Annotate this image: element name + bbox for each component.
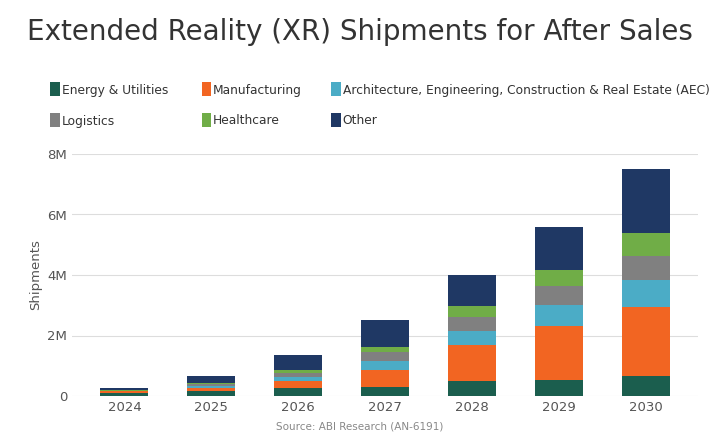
Bar — [535, 305, 583, 326]
Text: Source: ABI Research (AN-6191): Source: ABI Research (AN-6191) — [276, 421, 444, 431]
Bar — [187, 388, 235, 392]
Bar — [274, 377, 322, 381]
Bar — [361, 352, 409, 361]
Text: Extended Reality (XR) Shipments for After Sales: Extended Reality (XR) Shipments for Afte… — [27, 18, 693, 46]
Bar — [361, 361, 409, 370]
Bar — [101, 392, 148, 393]
Bar — [101, 388, 148, 390]
Bar — [101, 393, 148, 396]
Bar — [622, 307, 670, 376]
Bar — [449, 381, 496, 396]
Text: Architecture, Engineering, Construction & Real Estate (AEC): Architecture, Engineering, Construction … — [343, 84, 710, 97]
Bar — [187, 384, 235, 386]
Bar — [622, 376, 670, 396]
Text: Healthcare: Healthcare — [213, 114, 280, 128]
Text: Manufacturing: Manufacturing — [213, 84, 302, 97]
Bar — [361, 370, 409, 387]
Bar — [449, 331, 496, 345]
Bar — [535, 380, 583, 396]
Bar — [274, 373, 322, 377]
Bar — [535, 270, 583, 286]
Bar — [361, 320, 409, 347]
Bar — [187, 376, 235, 383]
Bar — [449, 275, 496, 306]
Bar — [622, 233, 670, 256]
Bar — [535, 286, 583, 305]
Bar — [535, 326, 583, 380]
Bar — [622, 256, 670, 280]
Text: Logistics: Logistics — [62, 114, 115, 128]
Bar — [274, 355, 322, 370]
Bar — [274, 370, 322, 373]
Bar — [449, 306, 496, 317]
Bar — [449, 345, 496, 381]
Text: Other: Other — [343, 114, 377, 128]
Bar — [187, 392, 235, 396]
Bar — [101, 391, 148, 392]
Bar — [274, 381, 322, 388]
Bar — [622, 280, 670, 307]
Y-axis label: Shipments: Shipments — [29, 239, 42, 311]
Bar — [274, 388, 322, 396]
Bar — [361, 387, 409, 396]
Bar — [187, 386, 235, 388]
Bar — [449, 317, 496, 331]
Bar — [622, 169, 670, 233]
Bar — [187, 383, 235, 384]
Bar — [361, 347, 409, 352]
Text: Energy & Utilities: Energy & Utilities — [62, 84, 168, 97]
Bar — [535, 227, 583, 270]
